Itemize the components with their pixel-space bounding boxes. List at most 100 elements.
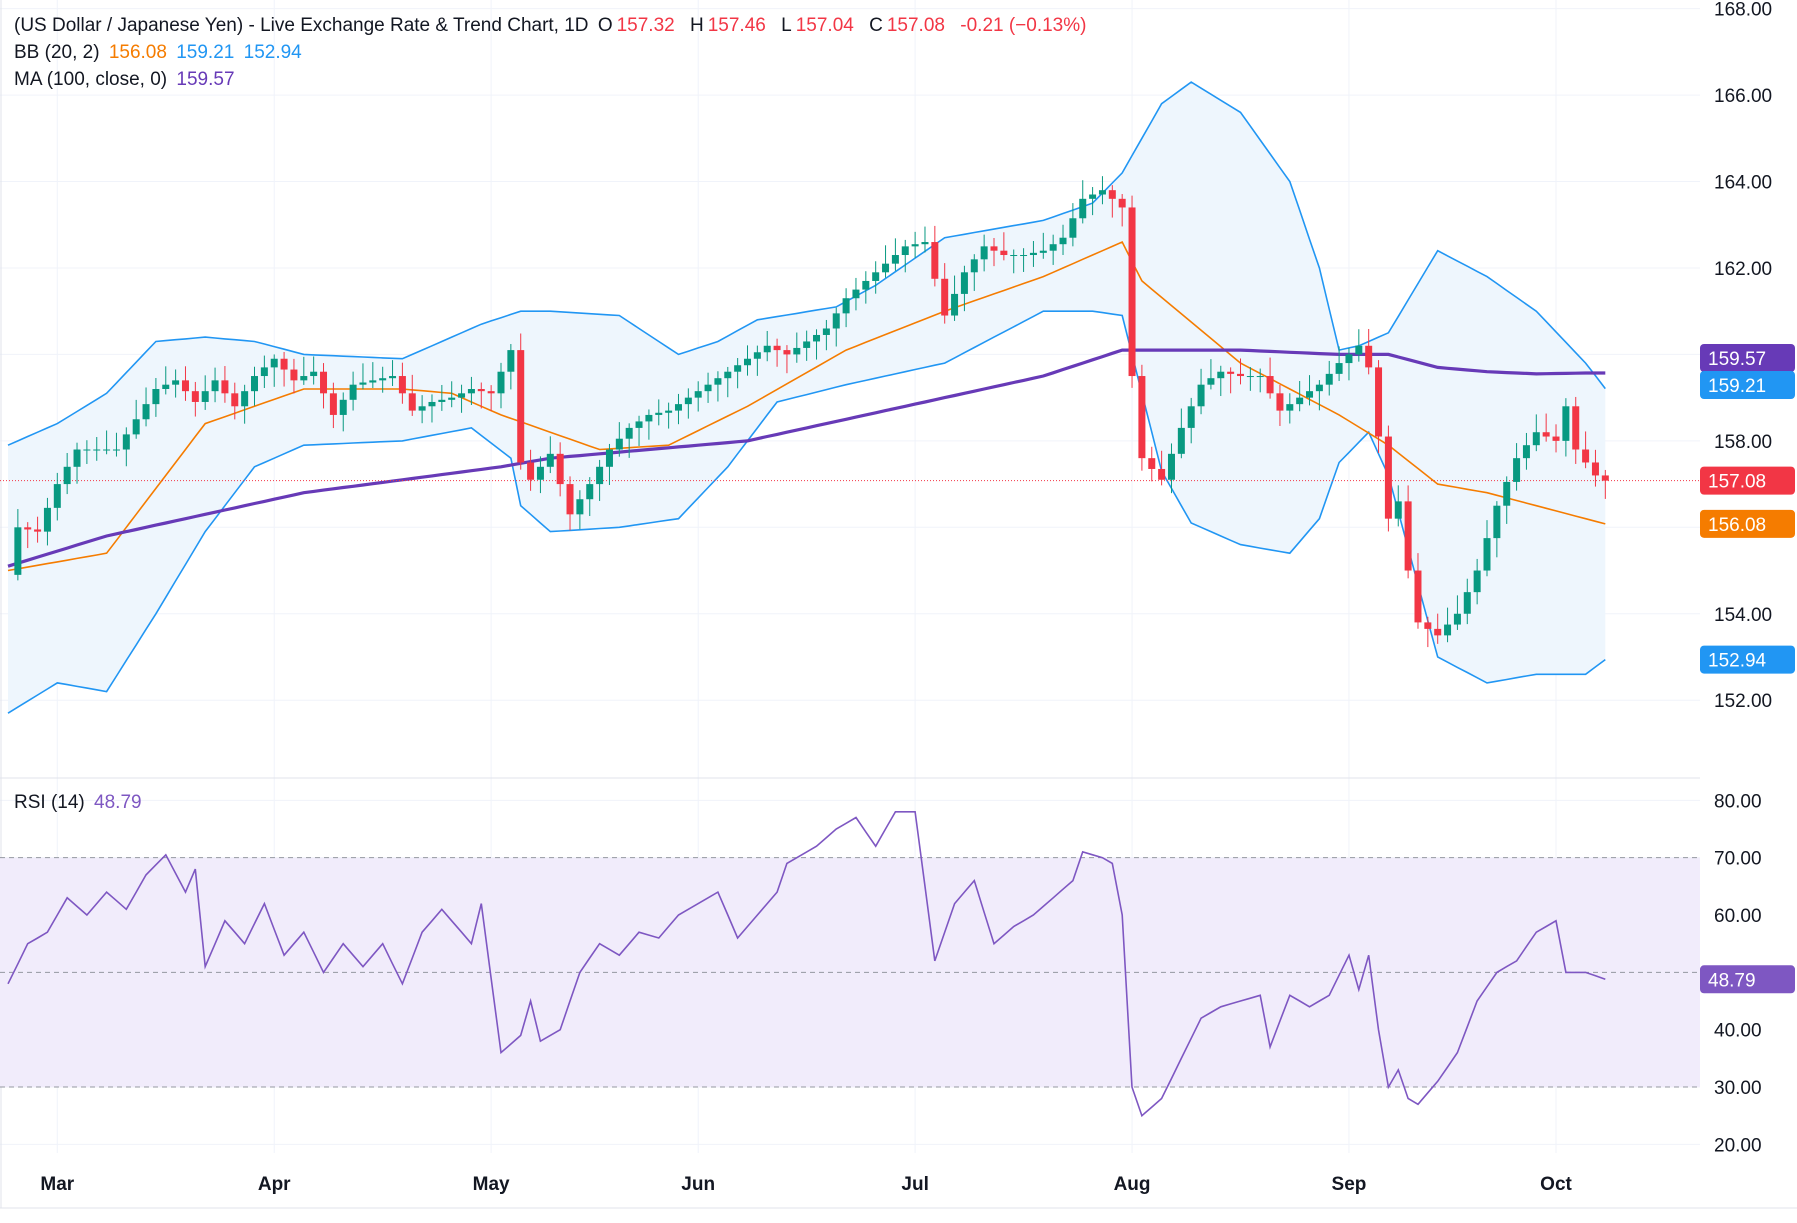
bb-legend[interactable]: BB (20, 2) 156.08 159.21 152.94 (14, 42, 306, 64)
candle-body (990, 246, 998, 251)
ma-label: MA (100, close, 0) (14, 69, 168, 90)
candle-body (734, 365, 742, 372)
candle-body (1453, 613, 1461, 625)
candle-body (1434, 628, 1442, 636)
candle-body (832, 313, 840, 329)
candle-body (43, 507, 51, 532)
candle-body (813, 334, 821, 342)
price-tag-text: 156.08 (1708, 515, 1766, 536)
candle-body (1552, 436, 1560, 441)
candle-body (241, 391, 249, 407)
candlestick-series (14, 176, 1609, 648)
candle-body (773, 345, 781, 351)
candle-body (300, 376, 308, 381)
candle-body (635, 421, 643, 428)
candle-body (921, 242, 929, 245)
price-axis-label: 164.00 (1714, 173, 1772, 194)
candle-body (753, 352, 761, 359)
candle-body (1306, 391, 1314, 398)
candle-body (497, 371, 505, 394)
candle-body (1039, 250, 1047, 253)
bb-basis-line (7, 240, 1606, 572)
candle-body (694, 391, 702, 398)
candle-body (1276, 393, 1284, 411)
candle-body (93, 449, 101, 451)
rsi-axis-label: 30.00 (1714, 1078, 1762, 1099)
candle-body (1463, 592, 1471, 614)
candle-body (1582, 449, 1590, 463)
candle-body (398, 376, 406, 394)
candle-body (428, 401, 436, 407)
price-tag-text: 157.08 (1708, 472, 1766, 493)
candle-body (290, 369, 298, 381)
bb-label: BB (20, 2) (14, 42, 100, 63)
change-value: -0.21 (−0.13%) (960, 15, 1087, 36)
candle-body (112, 449, 120, 451)
candle-body (467, 389, 475, 394)
candle-body (665, 410, 673, 413)
candle-body (891, 255, 899, 264)
candle-body (1256, 376, 1264, 378)
candle-body (1217, 371, 1225, 379)
candle-body (1000, 250, 1008, 256)
candle-body (615, 438, 623, 450)
price-tag-text: 152.94 (1708, 651, 1767, 672)
candle-body (1286, 404, 1294, 411)
high-value: 157.46 (707, 15, 766, 36)
candle-body (122, 434, 130, 450)
candle-body (34, 529, 42, 532)
candle-body (349, 384, 357, 400)
candle-body (684, 397, 692, 405)
candle-body (714, 378, 722, 385)
candle-body (231, 393, 239, 407)
axes: 152.00 154.00 158.00 162.00 164.00 166.00 168.… (40, 0, 1772, 1195)
candle-body (359, 382, 367, 385)
candle-body (1513, 458, 1521, 482)
candle-body (566, 484, 574, 515)
candle-body (1522, 445, 1530, 459)
candle-body (1128, 207, 1136, 377)
candle-body (724, 371, 732, 379)
candle-body (1049, 244, 1057, 251)
candle-body (1010, 255, 1018, 257)
candle-body (517, 350, 525, 463)
bb-fill-area (8, 82, 1606, 714)
rsi-label: RSI (14) (14, 792, 85, 813)
ma-value: 159.57 (176, 69, 235, 90)
candle-body (1158, 468, 1166, 480)
candle-body (546, 453, 554, 467)
time-axis-label: Jun (681, 1174, 715, 1195)
candle-body (329, 393, 337, 415)
candle-body (605, 449, 613, 467)
candle-body (1325, 373, 1333, 385)
symbol-title: (US Dollar / Japanese Yen) - Live Exchan… (14, 15, 589, 36)
candle-body (73, 449, 81, 467)
candle-body (842, 298, 850, 314)
candle-body (448, 397, 456, 400)
candle-body (793, 347, 801, 355)
candle-body (1177, 427, 1185, 454)
candle-body (1404, 501, 1412, 571)
rsi-legend[interactable]: RSI (14) 48.79 (14, 792, 146, 814)
price-tags: 159.57 159.21 157.08 156.08 152.94 48.79 (1700, 344, 1795, 994)
candle-body (1483, 538, 1491, 571)
price-tag-text: 159.57 (1708, 349, 1766, 370)
open-value: 157.32 (616, 15, 675, 36)
candle-body (1108, 190, 1116, 199)
candle-body (369, 380, 377, 383)
candle-body (704, 384, 712, 392)
candle-body (201, 391, 209, 402)
candle-body (1542, 432, 1550, 437)
candle-body (181, 380, 189, 392)
candle-body (260, 367, 268, 377)
candle-body (586, 484, 594, 500)
candle-body (270, 358, 278, 368)
candle-body (251, 376, 258, 392)
ma-legend[interactable]: MA (100, close, 0) 159.57 (14, 69, 239, 91)
candle-body (1207, 378, 1215, 385)
candle-body (645, 414, 653, 422)
candle-body (1059, 237, 1067, 245)
candle-body (1394, 501, 1402, 519)
candle-body (1089, 194, 1097, 199)
